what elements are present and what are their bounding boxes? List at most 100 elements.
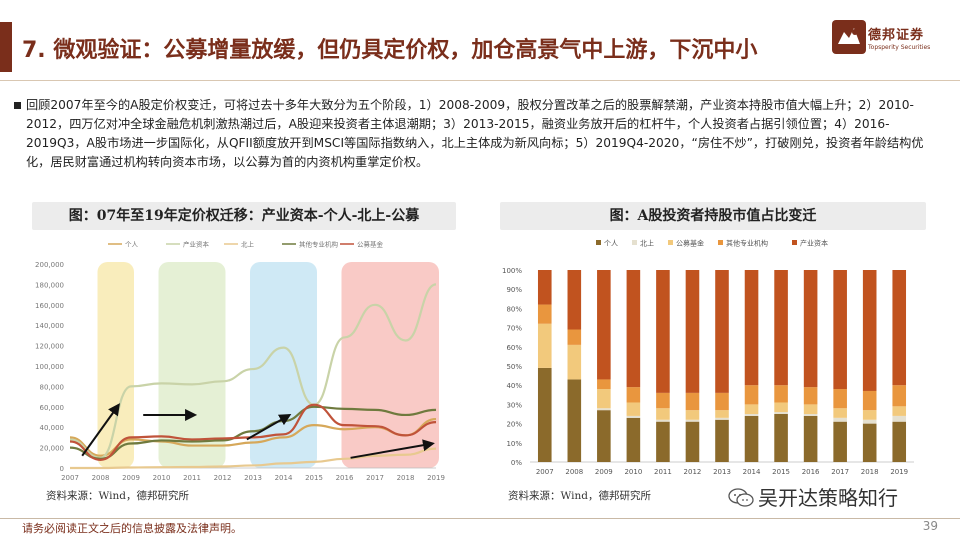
- x-tick-label: 2007: [61, 474, 79, 482]
- highlight-band-1: [158, 262, 226, 468]
- y-tick-label: 120,000: [35, 343, 64, 351]
- legend-label-2: 北上: [241, 240, 255, 249]
- company-logo: 德邦证券 Topsperity Securities: [832, 16, 952, 66]
- page-number: 39: [922, 519, 938, 533]
- bar-segment-1: [803, 414, 818, 416]
- legend-label-0: 个人: [125, 241, 139, 249]
- bar-segment-0: [862, 423, 877, 462]
- legend-swatch-4: [792, 240, 797, 245]
- legend-label-3: 其他专业机构: [299, 240, 339, 249]
- bar-segment-1: [892, 415, 907, 422]
- bar-segment-3: [597, 379, 611, 390]
- bar-segment-2: [833, 408, 847, 418]
- x-tick-label: 2011: [654, 468, 672, 476]
- series-line-2: [70, 447, 437, 470]
- legend-swatch-0: [596, 240, 601, 245]
- y-tick-label: 20,000: [40, 445, 65, 453]
- left-chart-panel: 图：07年至19年定价权迁移：产业资本-个人-北上-公募 0 20,000 40,0…: [22, 192, 466, 514]
- x-tick-label: 2011: [183, 474, 201, 482]
- bar-segment-2: [685, 410, 700, 420]
- bar-segment-3: [833, 389, 847, 409]
- x-tick-label: 2008: [565, 468, 583, 476]
- bar-segment-0: [537, 367, 552, 462]
- y-tick-label: 30%: [506, 401, 522, 409]
- x-tick-label: 2012: [684, 468, 702, 476]
- x-tick-label: 2008: [92, 474, 110, 482]
- right-chart-title: 图：A股投资者持股市值占比变迁: [500, 202, 926, 230]
- bar-segment-4: [626, 270, 641, 388]
- y-tick-label: 100%: [502, 267, 522, 275]
- header-divider: [0, 80, 960, 81]
- bar-segment-3: [567, 329, 582, 345]
- bar-segment-0: [685, 421, 700, 462]
- y-tick-label: 140,000: [35, 322, 64, 330]
- y-tick-label: 40,000: [40, 424, 65, 432]
- bar-segment-4: [774, 270, 788, 386]
- bar-segment-4: [803, 270, 818, 388]
- bar-segment-4: [597, 270, 611, 380]
- bar-segment-1: [626, 415, 641, 418]
- bar-segment-4: [892, 270, 907, 386]
- x-tick-label: 2015: [772, 468, 790, 476]
- y-tick-label: 60,000: [40, 404, 65, 412]
- right-chart-panel: 图：A股投资者持股市值占比变迁 0% 10% 20% 30% 40% 50% 60% 70% 8…: [490, 192, 936, 514]
- x-tick-label: 2014: [743, 468, 761, 476]
- x-tick-label: 2018: [397, 474, 415, 482]
- y-tick-label: 10%: [506, 440, 522, 448]
- bar-segment-2: [597, 389, 611, 409]
- bar-segment-0: [715, 419, 729, 462]
- legend-label-4: 公募基金: [357, 240, 384, 249]
- x-tick-label: 2018: [861, 468, 879, 476]
- bar-segment-4: [567, 270, 582, 330]
- bar-segment-4: [685, 270, 700, 393]
- bar-segment-3: [744, 385, 759, 405]
- bar-segment-0: [803, 415, 818, 462]
- legend-swatch-2: [668, 240, 673, 245]
- series-line-4: [69, 403, 437, 461]
- footer-divider: [0, 518, 960, 519]
- legend-label-3: 其他专业机构: [726, 239, 768, 248]
- trend-arrow-0: [81, 403, 120, 457]
- bar-segment-1: [685, 419, 700, 422]
- trend-arrow-3: [350, 439, 435, 459]
- x-tick-label: 2017: [831, 468, 849, 476]
- legend-label-2: 公募基金: [676, 239, 704, 248]
- bar-segment-3: [803, 387, 818, 405]
- wechat-name: 吴开达策略知行: [758, 486, 898, 510]
- y-tick-label: 100,000: [35, 363, 64, 371]
- bar-segment-0: [597, 410, 611, 462]
- x-tick-label: 2010: [624, 468, 642, 476]
- bullet-icon: [14, 102, 21, 109]
- bar-segment-3: [537, 304, 552, 324]
- bar-segment-2: [567, 344, 582, 380]
- bar-segment-0: [744, 415, 759, 462]
- x-tick-label: 2016: [802, 468, 820, 476]
- y-tick-label: 180,000: [35, 281, 64, 289]
- bar-segment-1: [744, 414, 759, 416]
- bar-segment-0: [626, 417, 641, 462]
- x-tick-label: 2016: [336, 474, 354, 482]
- x-tick-label: 2014: [275, 474, 293, 482]
- bar-segment-4: [715, 270, 729, 393]
- wechat-icon: [728, 488, 754, 507]
- y-tick-label: 60%: [506, 344, 522, 352]
- highlight-band-3: [341, 262, 439, 468]
- bar-segment-0: [656, 421, 670, 462]
- bar-segment-3: [715, 392, 729, 411]
- bar-segment-3: [656, 392, 670, 409]
- bar-segment-4: [862, 270, 877, 391]
- x-tick-label: 2010: [153, 474, 171, 482]
- x-tick-label: 2013: [713, 468, 731, 476]
- bar-segment-1: [715, 417, 729, 420]
- bar-segment-2: [715, 410, 729, 418]
- line-chart: 0 20,000 40,000 60,000 80,000 100,000 120,000 1…: [35, 240, 445, 483]
- x-tick-label: 2019: [890, 468, 908, 476]
- bar-segment-1: [597, 408, 611, 411]
- y-tick-label: 80%: [506, 305, 522, 313]
- legend-swatch-3: [718, 240, 723, 245]
- legend-label-1: 产业资本: [183, 240, 210, 249]
- wechat-watermark: 吴开达策略知行: [728, 482, 898, 511]
- bar-segment-0: [774, 414, 788, 462]
- bar-segment-4: [833, 270, 847, 390]
- bar-segment-3: [892, 385, 907, 407]
